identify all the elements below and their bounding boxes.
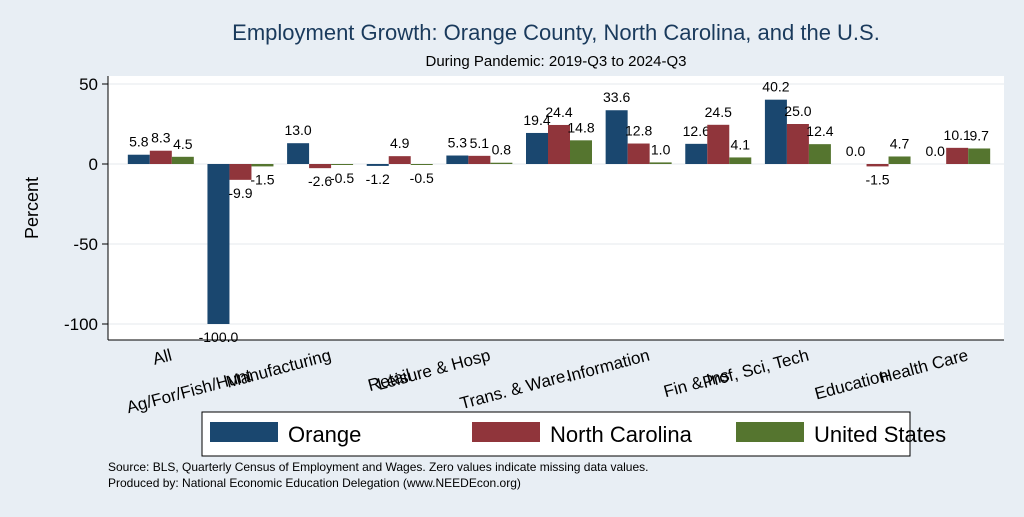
bar-2-5 [570,140,592,164]
source-note: Source: BLS, Quarterly Census of Employm… [108,460,648,474]
bar-2-4 [490,162,513,164]
data-label-2-7: 4.1 [731,136,751,152]
y-axis-label: Percent [22,177,42,239]
data-label-2-9: 4.7 [890,135,910,151]
data-label-1-10: 10.1 [944,127,971,143]
data-label-0-8: 40.2 [762,79,789,95]
bar-2-3 [410,164,433,165]
bar-0-3 [366,164,389,166]
data-label-0-6: 33.6 [603,89,630,105]
bar-1-0 [149,150,172,164]
data-label-2-8: 12.4 [806,123,833,139]
data-label-0-3: -1.2 [366,171,390,187]
data-label-0-5: 19.4 [523,112,550,128]
y-tick-label-0: 50 [79,75,98,94]
plot-background [108,76,1004,340]
bar-1-4 [468,155,491,164]
bar-1-7 [707,124,730,164]
data-label-2-6: 1.0 [651,141,671,157]
data-label-1-0: 8.3 [151,130,171,146]
data-label-2-3: -0.5 [410,170,434,186]
bar-0-5 [526,132,548,164]
bar-0-7 [685,143,708,164]
legend-label-0: Orange [288,422,361,447]
bar-1-3 [388,156,411,164]
data-label-2-0: 4.5 [173,136,193,152]
data-label-2-5: 14.8 [567,119,594,135]
data-label-1-7: 24.5 [705,104,732,120]
y-tick-label-2: -50 [73,235,98,254]
data-label-1-8: 25.0 [784,103,811,119]
data-label-2-10: 9.7 [969,127,989,143]
legend-label-2: United States [814,422,946,447]
bar-2-10 [968,148,991,164]
data-label-0-1: -100.0 [199,329,239,345]
bar-2-7 [729,157,752,164]
data-label-1-2: -2.6 [308,173,332,189]
data-label-0-9: 0.0 [846,143,866,159]
bar-2-0 [171,156,194,164]
bar-0-1 [207,164,230,324]
bar-0-0 [127,154,150,164]
data-label-0-7: 12.6 [683,123,710,139]
bar-0-2 [287,143,310,164]
data-label-1-3: 4.9 [390,135,410,151]
data-label-2-4: 0.8 [492,142,512,158]
legend: Orange North Carolina United States [201,411,946,457]
data-label-1-6: 12.8 [625,123,652,139]
data-label-1-9: -1.5 [865,171,889,187]
y-tick-label-3: -100 [64,315,98,334]
data-label-2-2: -0.5 [330,170,354,186]
legend-swatch-1 [472,422,540,442]
bar-1-9 [866,164,889,167]
data-label-1-1: -9.9 [228,185,252,201]
data-label-2-1: -1.5 [250,171,274,187]
bar-2-1 [251,164,274,167]
data-label-1-4: 5.1 [470,135,490,151]
bar-0-8 [764,99,787,164]
chart-subtitle: During Pandemic: 2019-Q3 to 2024-Q3 [426,53,687,70]
bar-0-6 [605,110,628,164]
data-label-1-5: 24.4 [545,104,572,120]
bar-1-1 [229,164,252,180]
bar-0-4 [446,155,469,164]
legend-swatch-0 [210,422,278,442]
y-tick-label-1: 0 [89,155,98,174]
legend-label-1: North Carolina [550,422,693,447]
data-label-0-2: 13.0 [284,122,311,138]
bar-2-6 [649,162,672,164]
bar-1-8 [786,124,809,164]
bar-2-8 [808,144,831,164]
produced-by-note: Produced by: National Economic Education… [108,476,521,490]
bar-2-9 [888,156,911,164]
bar-1-6 [627,143,650,164]
data-label-0-4: 5.3 [448,135,468,151]
bar-2-2 [331,164,354,165]
legend-swatch-2 [736,422,804,442]
data-label-0-10: 0.0 [925,143,945,159]
category-label-0: All [151,346,174,369]
chart-title: Employment Growth: Orange County, North … [232,20,880,45]
data-label-0-0: 5.8 [129,134,149,150]
bar-1-2 [309,164,332,169]
bar-1-10 [946,147,969,164]
bar-1-5 [548,124,570,164]
